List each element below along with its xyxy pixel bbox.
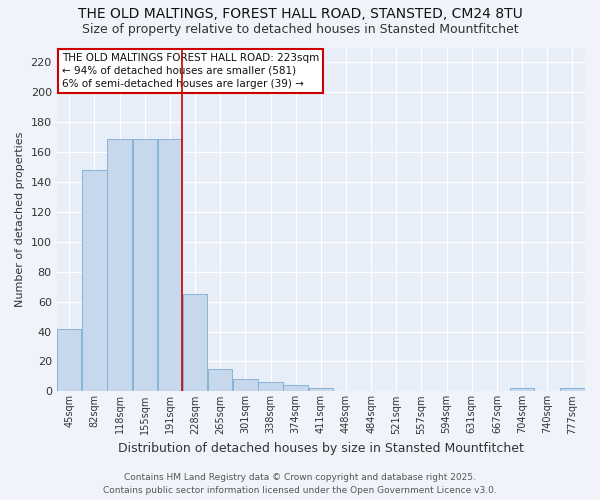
Text: Size of property relative to detached houses in Stansted Mountfitchet: Size of property relative to detached ho…: [82, 22, 518, 36]
Bar: [283, 386, 308, 392]
Bar: [308, 388, 333, 392]
Y-axis label: Number of detached properties: Number of detached properties: [15, 132, 25, 307]
Bar: [107, 138, 132, 392]
Bar: [133, 138, 157, 392]
Bar: [82, 170, 107, 392]
Bar: [233, 380, 257, 392]
Text: Contains HM Land Registry data © Crown copyright and database right 2025.
Contai: Contains HM Land Registry data © Crown c…: [103, 474, 497, 495]
Bar: [510, 388, 535, 392]
X-axis label: Distribution of detached houses by size in Stansted Mountfitchet: Distribution of detached houses by size …: [118, 442, 524, 455]
Bar: [259, 382, 283, 392]
Bar: [208, 369, 232, 392]
Bar: [158, 138, 182, 392]
Bar: [183, 294, 207, 392]
Bar: [560, 388, 584, 392]
Text: THE OLD MALTINGS FOREST HALL ROAD: 223sqm
← 94% of detached houses are smaller (: THE OLD MALTINGS FOREST HALL ROAD: 223sq…: [62, 52, 319, 89]
Bar: [57, 328, 82, 392]
Text: THE OLD MALTINGS, FOREST HALL ROAD, STANSTED, CM24 8TU: THE OLD MALTINGS, FOREST HALL ROAD, STAN…: [77, 8, 523, 22]
